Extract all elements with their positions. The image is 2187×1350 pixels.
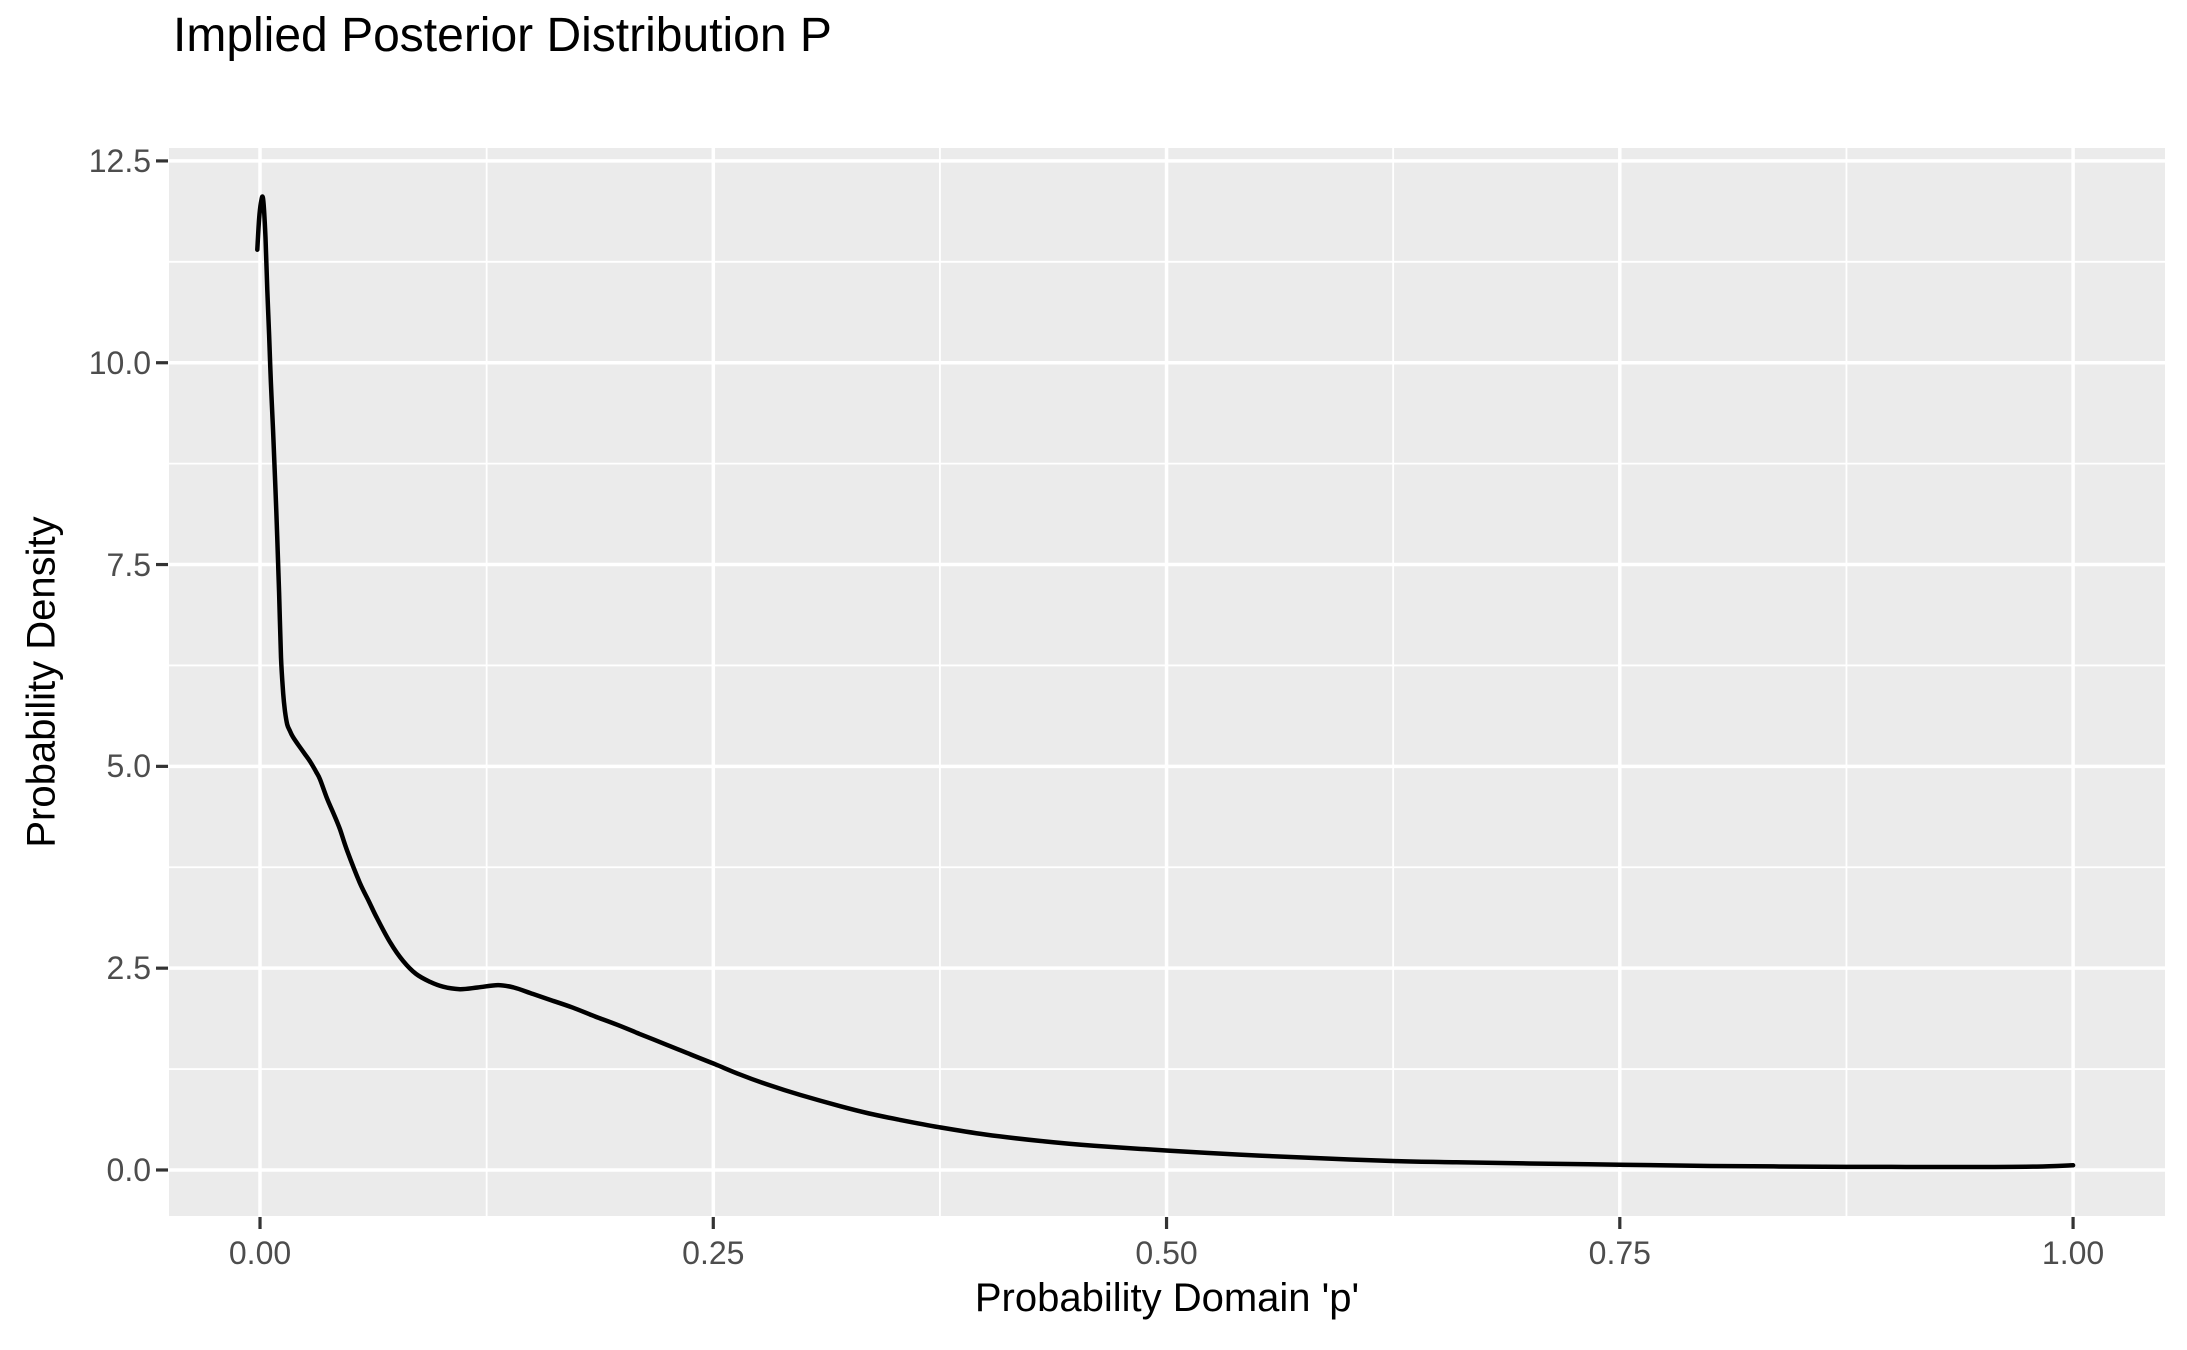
- x-tick-label: 0.00: [228, 1235, 292, 1271]
- x-tick-label: 0.75: [1588, 1235, 1651, 1271]
- y-tick-label: 0.0: [106, 1151, 151, 1188]
- y-tick-label: 7.5: [106, 546, 151, 583]
- y-tick-label: 12.5: [88, 142, 151, 179]
- y-tick-label: 5.0: [106, 748, 151, 785]
- x-tick-label: 0.50: [1135, 1235, 1198, 1271]
- x-tick-label: 0.25: [682, 1235, 745, 1271]
- density-curve: [255, 194, 2076, 1170]
- x-tick-label: 1.00: [2041, 1235, 2105, 1271]
- x-axis-title: Probability Domain 'p': [974, 1276, 1360, 1320]
- y-tick-label: 2.5: [106, 950, 151, 987]
- plot-title: Implied Posterior Distribution P: [173, 9, 832, 62]
- y-tick-label: 10.0: [88, 344, 151, 381]
